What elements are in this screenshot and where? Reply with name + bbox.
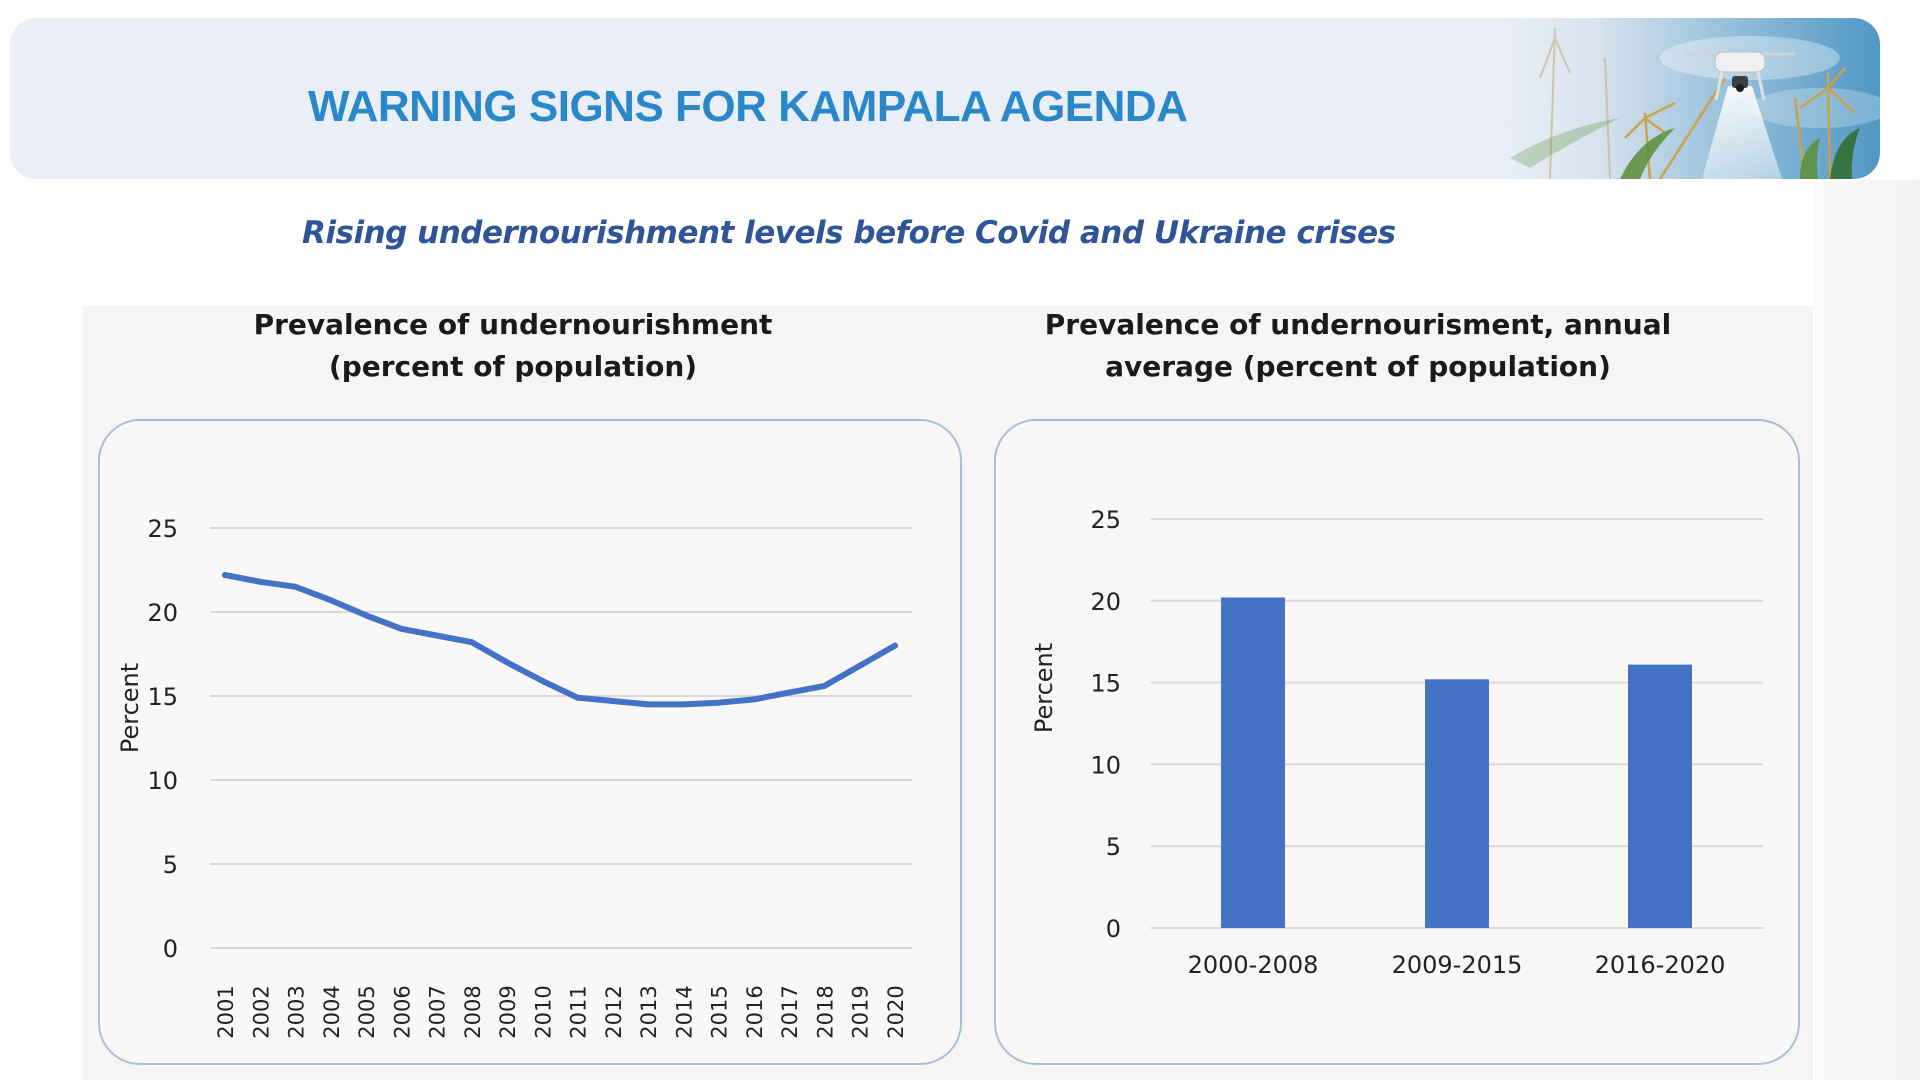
line-chart-title: Prevalence of undernourishment (percent …: [138, 304, 888, 388]
bar-chart-title: Prevalence of undernourisment, annual av…: [963, 304, 1753, 388]
line-chart-title-line1: Prevalence of undernourishment: [253, 308, 773, 341]
drone-field-image: [1500, 18, 1880, 179]
background-decoration: [1815, 180, 1920, 1080]
bar-chart-frame: [994, 419, 1800, 1065]
charts-panel: Prevalence of undernourishment (percent …: [83, 306, 1813, 1080]
line-chart-title-line2: (percent of population): [328, 350, 698, 383]
header-banner: WARNING SIGNS FOR KAMPALA AGENDA: [10, 18, 1880, 179]
drone-icon: [1685, 51, 1795, 101]
bar-chart-title-line2: average (percent of population): [1105, 350, 1611, 383]
drone-over-maize-field-icon: [1500, 18, 1880, 179]
page-title: WARNING SIGNS FOR KAMPALA AGENDA: [308, 82, 1188, 131]
line-chart-frame: [98, 419, 962, 1065]
slide-subtitle: Rising undernourishment levels before Co…: [302, 215, 1396, 251]
bar-chart-title-line1: Prevalence of undernourisment, annual: [1044, 308, 1672, 341]
